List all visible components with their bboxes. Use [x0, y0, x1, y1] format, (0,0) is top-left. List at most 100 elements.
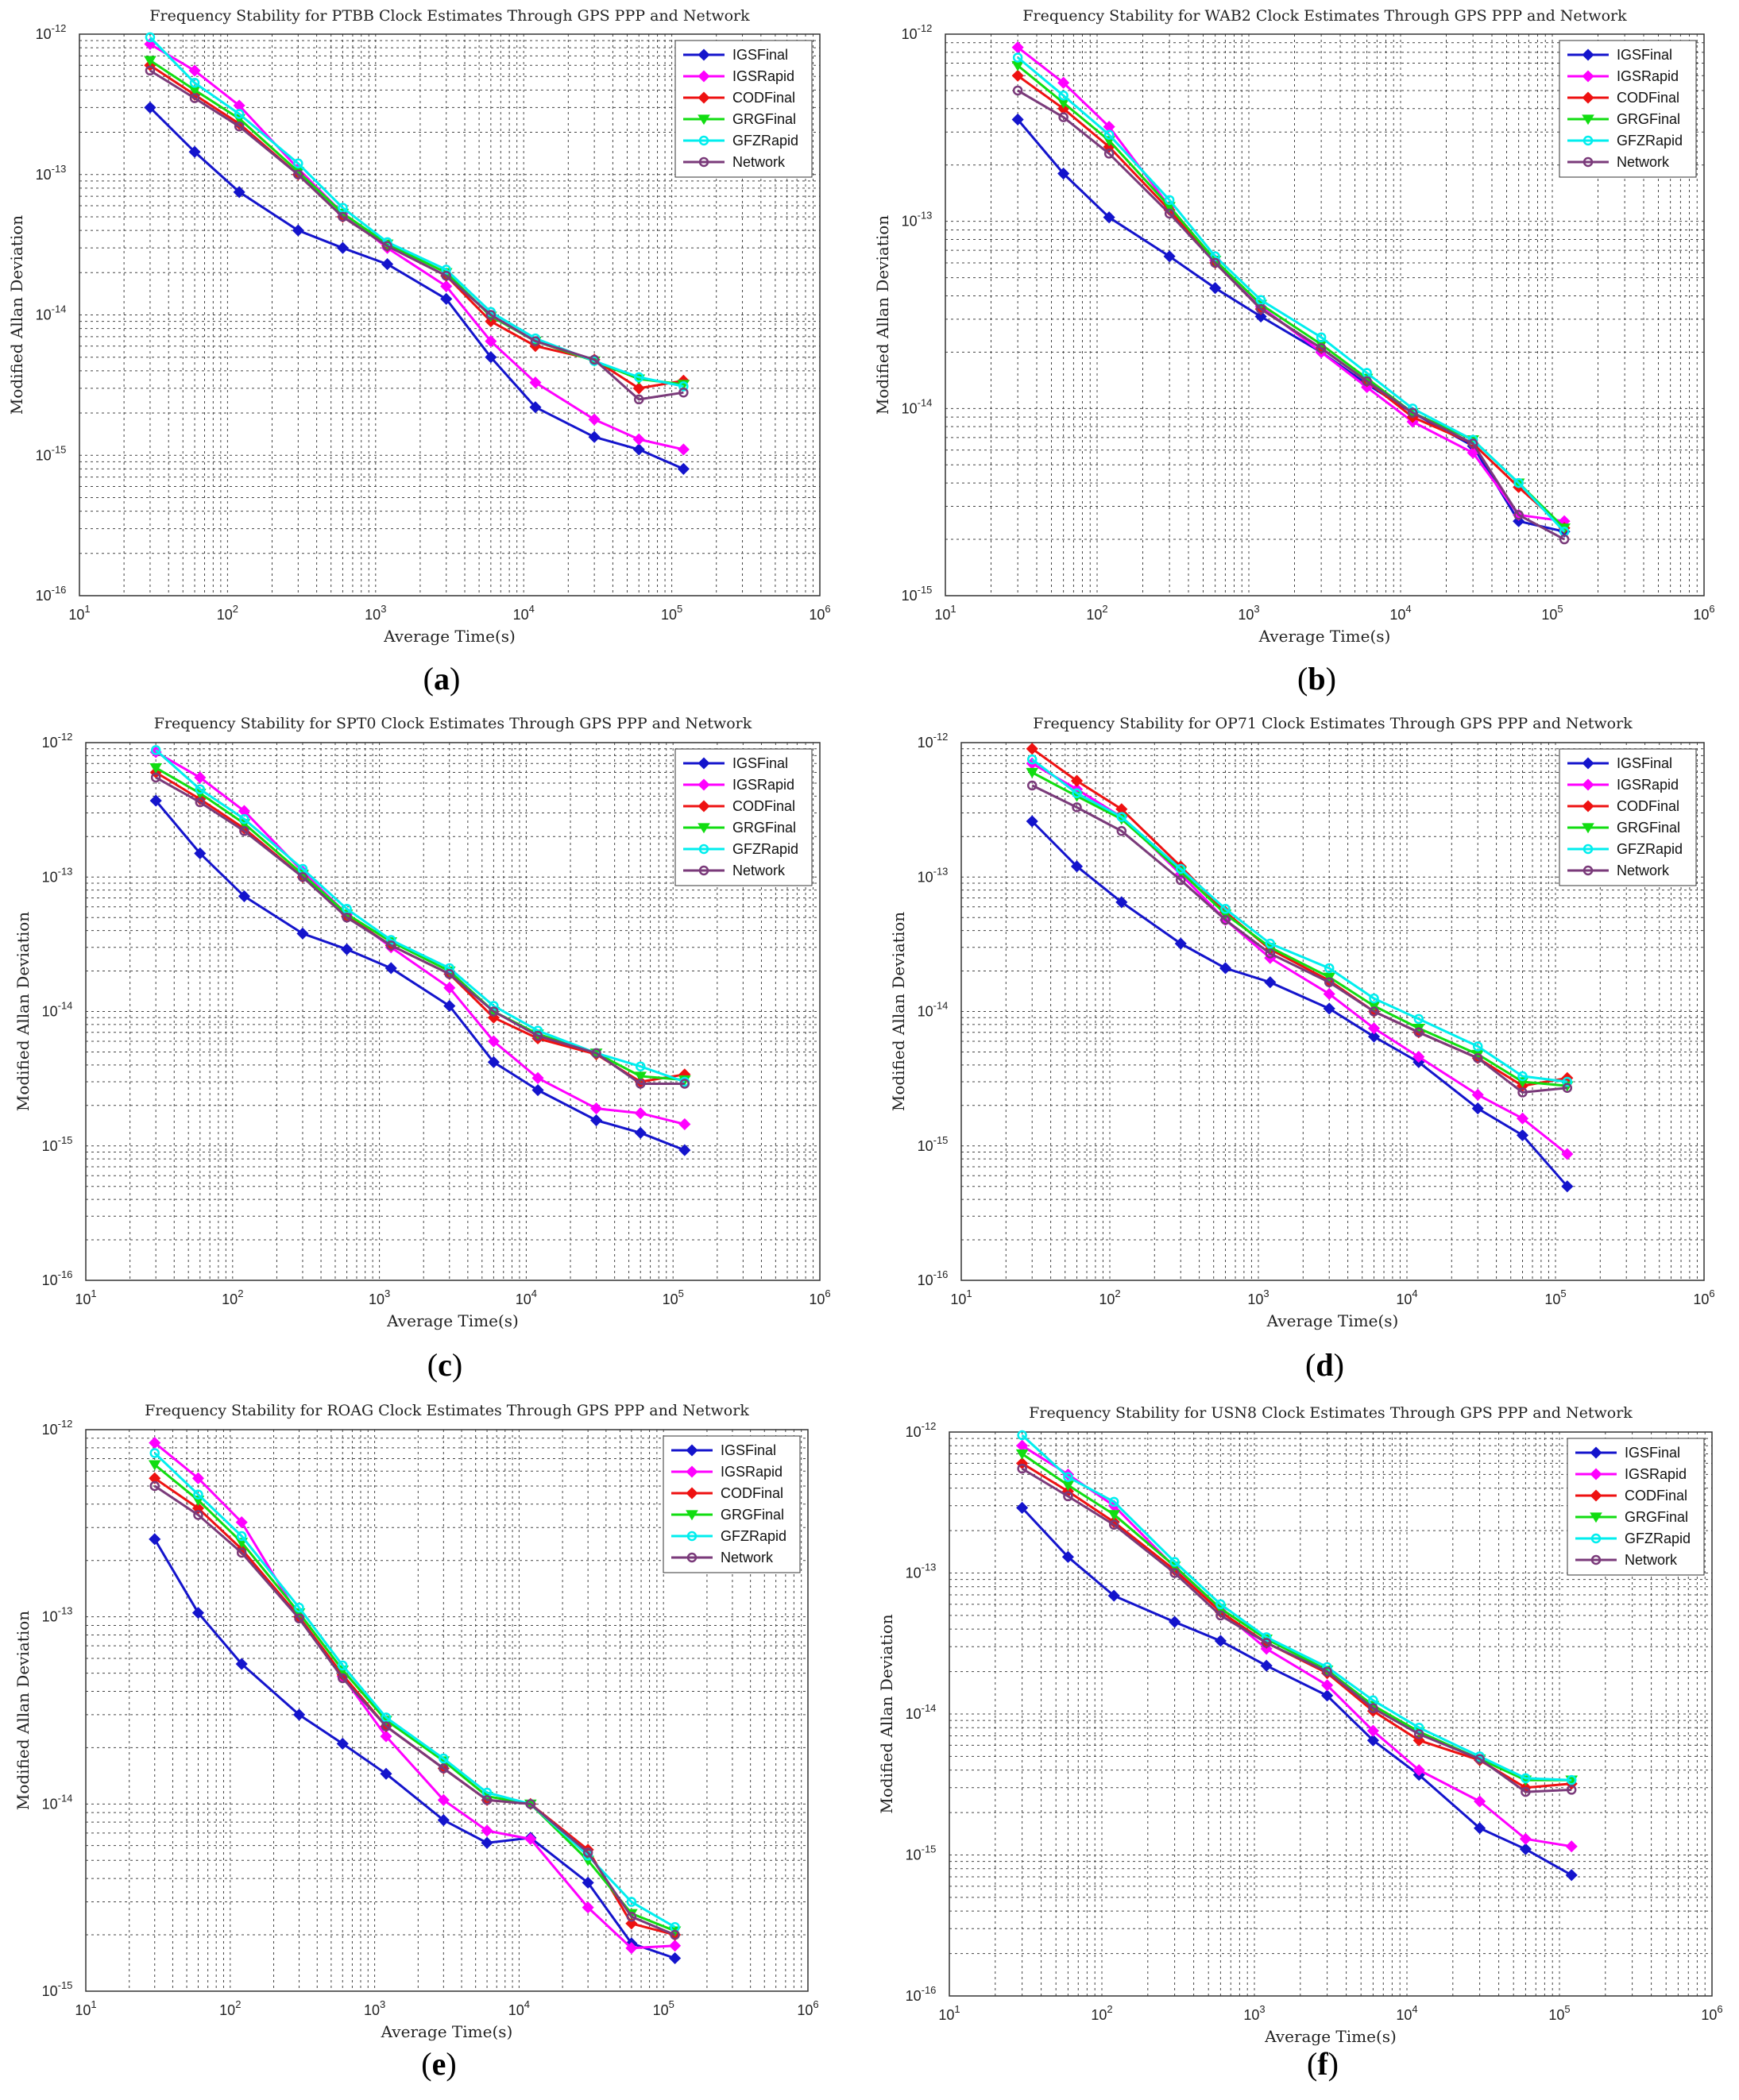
y-tick-label: 10-15 [36, 443, 67, 463]
x-tick-label: 102 [1099, 1287, 1120, 1307]
x-tick-exponent: 4 [524, 1998, 530, 2010]
series-IGSFinal [1026, 815, 1574, 1193]
data-point [1517, 1071, 1528, 1082]
data-point [1072, 788, 1082, 799]
data-point [1516, 1129, 1529, 1141]
chart-panel-b: Frequency Stability for WAB2 Clock Estim… [873, 7, 1715, 697]
x-tick-base: 10 [661, 607, 677, 623]
y-tick-exponent: -14 [918, 396, 933, 408]
series-line [1017, 89, 1565, 541]
x-tick-label: 101 [938, 2003, 960, 2023]
data-point [1474, 1754, 1485, 1764]
series-Network [1026, 780, 1573, 1098]
legend-swatch-marker [686, 1531, 698, 1542]
data-point [529, 401, 542, 414]
data-point [1026, 815, 1038, 828]
x-tick-base: 10 [1396, 2007, 1412, 2023]
y-tick-label: 10-12 [36, 22, 67, 42]
legend-entry: IGSFinal [732, 47, 788, 63]
x-tick-exponent: 2 [233, 603, 238, 615]
x-tick-label: 103 [364, 1998, 385, 2018]
data-point [588, 413, 601, 426]
data-point [149, 1437, 161, 1450]
data-point [293, 169, 303, 180]
x-tick-base: 10 [219, 2002, 235, 2018]
legend-entry: IGSFinal [1625, 1445, 1680, 1461]
x-tick-base: 10 [653, 2002, 669, 2018]
y-tick-exponent: -15 [58, 1979, 73, 1991]
series-GFZRapid [1026, 754, 1573, 1087]
data-point [531, 1083, 544, 1097]
data-point [1164, 195, 1175, 206]
legend-swatch-marker [686, 1487, 698, 1500]
legend-swatch-marker [698, 91, 710, 104]
data-point [148, 1460, 161, 1471]
data-point [234, 109, 245, 119]
y-tick-base: 10 [906, 1988, 922, 2004]
legend-entry: Network [1617, 863, 1670, 878]
data-point [1261, 1638, 1272, 1648]
x-tick-base: 10 [68, 607, 84, 623]
data-point [1316, 343, 1327, 353]
y-tick-exponent: -12 [52, 22, 67, 34]
series-line [1021, 1453, 1572, 1782]
x-tick-exponent: 3 [1254, 603, 1259, 615]
series-line [1017, 56, 1566, 533]
y-tick-base: 10 [42, 1983, 58, 1999]
x-tick-exponent: 3 [381, 603, 386, 615]
legend-swatch-marker [1582, 823, 1594, 834]
caption-letter: d [1316, 1347, 1333, 1383]
data-point [626, 1911, 637, 1922]
data-point [382, 241, 392, 251]
y-tick-base: 10 [42, 1272, 58, 1288]
x-tick-exponent: 3 [385, 1287, 390, 1299]
y-tick-exponent: -13 [58, 1605, 73, 1617]
data-point [239, 813, 249, 824]
y-tick-label: 10-12 [906, 1420, 937, 1440]
data-point [1058, 112, 1069, 122]
series-line [155, 749, 686, 1083]
data-point [145, 65, 156, 76]
data-point [1169, 1557, 1180, 1567]
chart-panel-d: Frequency Stability for OP71 Clock Estim… [889, 715, 1715, 1383]
data-point [1367, 1030, 1381, 1043]
data-point [1467, 438, 1478, 449]
y-tick-label: 10-14 [42, 1792, 73, 1812]
x-tick-label: 105 [661, 603, 682, 623]
legend-box [1559, 40, 1697, 178]
data-point [1412, 1051, 1425, 1064]
data-point [150, 772, 161, 783]
chart-panel-f: Frequency Stability for USN8 Clock Estim… [877, 1404, 1723, 2082]
data-point [338, 1673, 348, 1684]
x-tick-label: 102 [1091, 2003, 1112, 2023]
legend-entry: GFZRapid [1625, 1531, 1691, 1546]
legend-entry: GFZRapid [1617, 841, 1683, 857]
legend-swatch-marker [1590, 1554, 1602, 1565]
data-point [193, 1510, 203, 1520]
x-tick-label: 102 [219, 1998, 241, 2018]
y-tick-exponent: -12 [918, 22, 933, 34]
data-point [1163, 250, 1176, 263]
x-tick-base: 10 [938, 2007, 954, 2023]
data-point [679, 1079, 690, 1089]
x-tick-label: 105 [1544, 1287, 1566, 1307]
data-point [1058, 91, 1069, 101]
data-point [1413, 1027, 1424, 1037]
y-tick-exponent: -16 [58, 1268, 73, 1280]
data-point [633, 372, 644, 383]
data-point [1562, 1083, 1573, 1093]
y-tick-exponent: -12 [58, 1418, 73, 1430]
y-tick-base: 10 [42, 1004, 58, 1020]
legend-entry: IGSRapid [1625, 1466, 1687, 1482]
data-point [669, 1940, 682, 1952]
caption-paren: ( [1305, 1347, 1316, 1383]
data-point [485, 335, 497, 348]
data-point [635, 1079, 646, 1089]
data-point [1108, 1519, 1119, 1530]
data-point [634, 1126, 647, 1139]
data-point [292, 224, 304, 237]
data-point [1215, 1599, 1226, 1610]
data-point [1107, 1515, 1120, 1528]
data-point [589, 354, 600, 365]
